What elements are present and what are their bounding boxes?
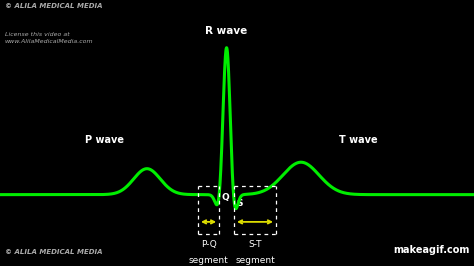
Text: P wave: P wave: [85, 135, 124, 145]
Text: segment: segment: [189, 256, 228, 265]
Text: © ALILA MEDICAL MEDIA: © ALILA MEDICAL MEDIA: [5, 3, 102, 9]
Text: S: S: [237, 200, 243, 209]
Text: © ALILA MEDICAL MEDIA: © ALILA MEDICAL MEDIA: [5, 249, 102, 255]
Text: R wave: R wave: [205, 26, 248, 36]
Text: segment: segment: [235, 256, 275, 265]
Text: P-Q: P-Q: [201, 240, 217, 249]
Text: T wave: T wave: [338, 135, 377, 145]
Text: License this video at
www.AlilaMedicalMedia.com: License this video at www.AlilaMedicalMe…: [5, 32, 93, 44]
Text: S-T: S-T: [248, 240, 262, 249]
Text: Q: Q: [222, 193, 229, 202]
Text: makeagif.com: makeagif.com: [393, 245, 469, 255]
